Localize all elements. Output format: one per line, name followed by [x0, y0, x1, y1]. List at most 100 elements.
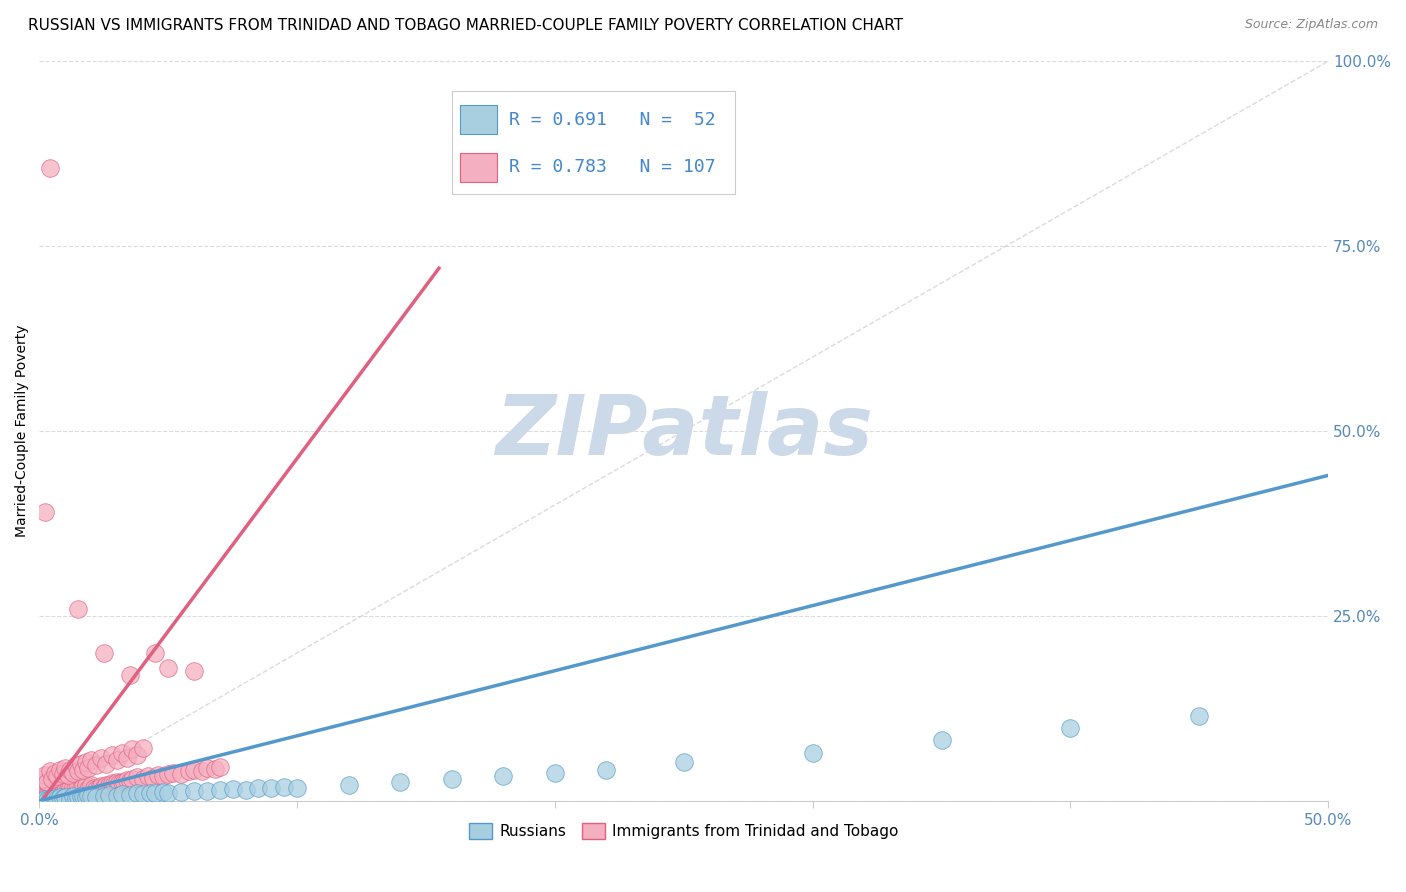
Point — [69, 785, 91, 799]
Point — [105, 789, 128, 803]
Point — [136, 769, 159, 783]
Legend: Russians, Immigrants from Trinidad and Tobago: Russians, Immigrants from Trinidad and T… — [463, 817, 904, 845]
Point — [59, 785, 82, 799]
Point — [77, 788, 100, 802]
Point — [492, 769, 515, 783]
Point — [69, 789, 91, 804]
Point — [118, 773, 141, 788]
Point — [142, 771, 165, 785]
Point — [53, 790, 76, 805]
Point — [595, 763, 617, 777]
Point — [931, 733, 953, 747]
Point — [38, 764, 60, 779]
Point — [157, 661, 180, 675]
Point — [84, 782, 107, 797]
Point — [157, 787, 180, 801]
Point — [34, 792, 56, 806]
Point — [204, 762, 226, 776]
Point — [195, 761, 218, 775]
Point — [38, 791, 60, 805]
Point — [46, 785, 69, 799]
Point — [93, 789, 115, 804]
Point — [93, 780, 115, 794]
Point — [67, 601, 90, 615]
Point — [96, 778, 118, 792]
Point — [235, 782, 257, 797]
Point — [37, 788, 59, 802]
Point — [52, 791, 75, 805]
Point — [127, 787, 149, 801]
Point — [72, 779, 94, 793]
Point — [84, 790, 107, 805]
Point — [46, 769, 69, 783]
Point — [52, 786, 75, 800]
Point — [44, 788, 66, 802]
Point — [105, 753, 128, 767]
Point — [67, 782, 90, 797]
Point — [285, 780, 308, 795]
Point — [208, 760, 231, 774]
Point — [65, 791, 87, 805]
Point — [37, 793, 59, 807]
Point — [801, 746, 824, 760]
Point — [1188, 708, 1211, 723]
Point — [44, 786, 66, 800]
Point — [100, 747, 122, 762]
Point — [157, 767, 180, 781]
Point — [59, 791, 82, 805]
Point — [273, 780, 295, 794]
Point — [53, 761, 76, 775]
Point — [183, 783, 205, 797]
Point — [111, 774, 134, 789]
Point — [65, 783, 87, 797]
Point — [389, 775, 412, 789]
Point — [77, 782, 100, 797]
Point — [247, 780, 270, 795]
Point — [52, 783, 75, 797]
Point — [49, 784, 72, 798]
Point — [183, 763, 205, 777]
Point — [80, 778, 103, 792]
Point — [38, 787, 60, 801]
Point — [103, 777, 125, 791]
Point — [195, 784, 218, 798]
Point — [672, 756, 695, 770]
Point — [98, 788, 121, 802]
Point — [260, 781, 283, 796]
Point — [75, 790, 97, 805]
Point — [67, 764, 90, 779]
Point — [152, 769, 174, 783]
Point — [118, 668, 141, 682]
Point — [162, 765, 184, 780]
Point — [111, 787, 134, 801]
Point — [38, 789, 60, 804]
Point — [111, 746, 134, 760]
Y-axis label: Married-Couple Family Poverty: Married-Couple Family Poverty — [15, 325, 30, 537]
Point — [41, 787, 63, 801]
Point — [115, 751, 138, 765]
Point — [34, 791, 56, 805]
Text: RUSSIAN VS IMMIGRANTS FROM TRINIDAD AND TOBAGO MARRIED-COUPLE FAMILY POVERTY COR: RUSSIAN VS IMMIGRANTS FROM TRINIDAD AND … — [28, 18, 903, 33]
Point — [75, 756, 97, 770]
Point — [170, 766, 193, 780]
Point — [440, 772, 463, 786]
Point — [115, 773, 138, 788]
Point — [222, 782, 245, 797]
Point — [67, 790, 90, 805]
Point — [31, 772, 53, 786]
Point — [67, 778, 90, 792]
Point — [337, 778, 360, 792]
Point — [37, 790, 59, 805]
Point — [98, 778, 121, 792]
Point — [208, 782, 231, 797]
Point — [44, 791, 66, 805]
Point — [31, 789, 53, 804]
Point — [49, 787, 72, 801]
Point — [62, 789, 84, 804]
Point — [80, 783, 103, 797]
Point — [87, 780, 110, 795]
Point — [93, 646, 115, 660]
Point — [49, 790, 72, 805]
Point — [121, 772, 143, 786]
Point — [41, 792, 63, 806]
